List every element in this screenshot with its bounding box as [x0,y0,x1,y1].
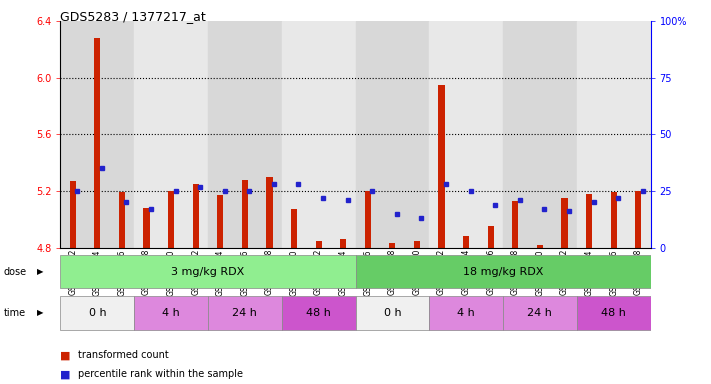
Text: 4 h: 4 h [457,308,475,318]
Text: percentile rank within the sample: percentile rank within the sample [78,369,243,379]
Bar [340,239,346,248]
Bar [429,21,503,248]
Bar [635,191,641,248]
Text: 0 h: 0 h [88,308,106,318]
Text: 3 mg/kg RDX: 3 mg/kg RDX [171,266,245,277]
Text: ■: ■ [60,369,71,379]
Bar [537,245,543,248]
Text: time: time [4,308,26,318]
Bar [193,184,199,248]
Bar [291,209,297,248]
Text: 18 mg/kg RDX: 18 mg/kg RDX [463,266,543,277]
Bar [95,38,100,248]
Text: ▶: ▶ [37,308,43,318]
Bar [119,192,125,248]
Bar [356,255,651,288]
Bar [512,201,518,248]
Bar [208,296,282,330]
Bar [60,296,134,330]
Bar [577,296,651,330]
Bar [562,198,567,248]
Text: 24 h: 24 h [232,308,257,318]
Bar [282,296,356,330]
Text: transformed count: transformed count [78,350,169,360]
Bar [144,208,149,248]
Bar [365,191,371,248]
Bar [463,236,469,248]
Bar [60,21,134,248]
Bar [390,243,395,248]
Bar [439,85,444,248]
Text: 48 h: 48 h [306,308,331,318]
Bar [356,296,429,330]
Bar [282,21,356,248]
Bar [577,21,651,248]
Bar [356,21,429,248]
Bar [586,194,592,248]
Text: dose: dose [4,266,27,277]
Bar [60,255,356,288]
Text: GDS5283 / 1377217_at: GDS5283 / 1377217_at [60,10,206,23]
Bar [429,296,503,330]
Bar [503,21,577,248]
Bar [134,296,208,330]
Text: 48 h: 48 h [602,308,626,318]
Bar [414,241,420,248]
Text: 0 h: 0 h [383,308,401,318]
Bar [267,177,272,248]
Bar [611,192,616,248]
Bar [217,195,223,248]
Bar [168,191,174,248]
Bar [134,21,208,248]
Text: 24 h: 24 h [528,308,552,318]
Bar [488,227,494,248]
Bar [242,180,248,248]
Text: 4 h: 4 h [162,308,180,318]
Bar [316,241,321,248]
Bar [503,296,577,330]
Bar [70,181,76,248]
Bar [208,21,282,248]
Text: ▶: ▶ [37,267,43,276]
Text: ■: ■ [60,350,71,360]
